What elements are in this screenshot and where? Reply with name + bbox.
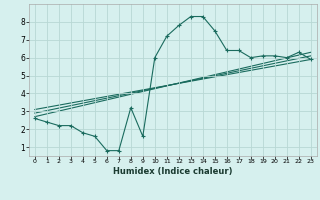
X-axis label: Humidex (Indice chaleur): Humidex (Indice chaleur) (113, 167, 233, 176)
